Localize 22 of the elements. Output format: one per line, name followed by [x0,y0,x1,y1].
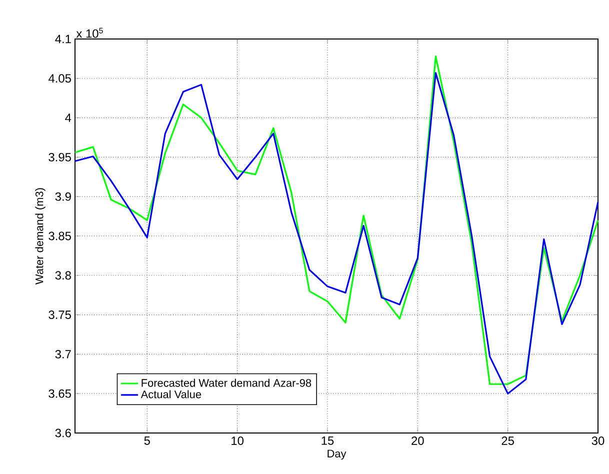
y-tick-label: 4.1 [55,34,71,44]
text: x 10$^{5}$ [76,28,103,38]
x-tick-label: 30 [592,436,604,445]
y-tick-label: 3.65 [48,389,71,398]
x-tick-label: 5 [144,436,150,445]
x-tick-label: 10 [232,436,244,445]
y-tick-label: 3.85 [48,232,71,240]
y-axis-title: Water demand (m3) [35,188,46,284]
legend-label: Actual Value [140,390,202,398]
y-tick-label: 4 [65,114,72,122]
y-tick-label: 3.8 [55,271,71,280]
x-tick-label: 25 [502,436,514,445]
y-tick-label: 3.9 [55,192,71,201]
y-tick-label: 3.7 [55,350,71,358]
y-tick-label: 3.75 [48,310,71,320]
x-tick-label: 15 [322,436,334,445]
y-tick-label: 3.95 [48,152,71,162]
x-axis-title: Day [328,450,346,460]
legend-label: Forecasted Water demand Azar-98 [142,378,312,387]
y-tick-label: 4.05 [48,74,71,83]
x-tick-label: 20 [412,436,424,445]
y-tick-label: 3.6 [55,428,71,438]
